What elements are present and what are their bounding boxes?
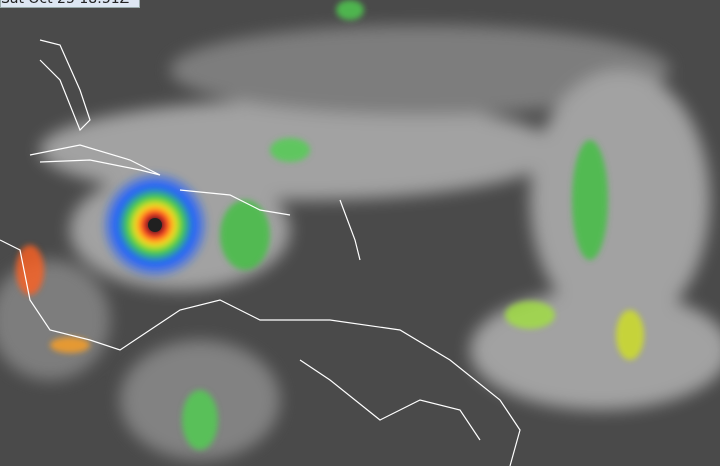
storm-eye-icon [148,218,162,232]
coastlines [0,39,521,466]
timestamp-label: Sat Oct 25 18:51Z [0,0,141,8]
